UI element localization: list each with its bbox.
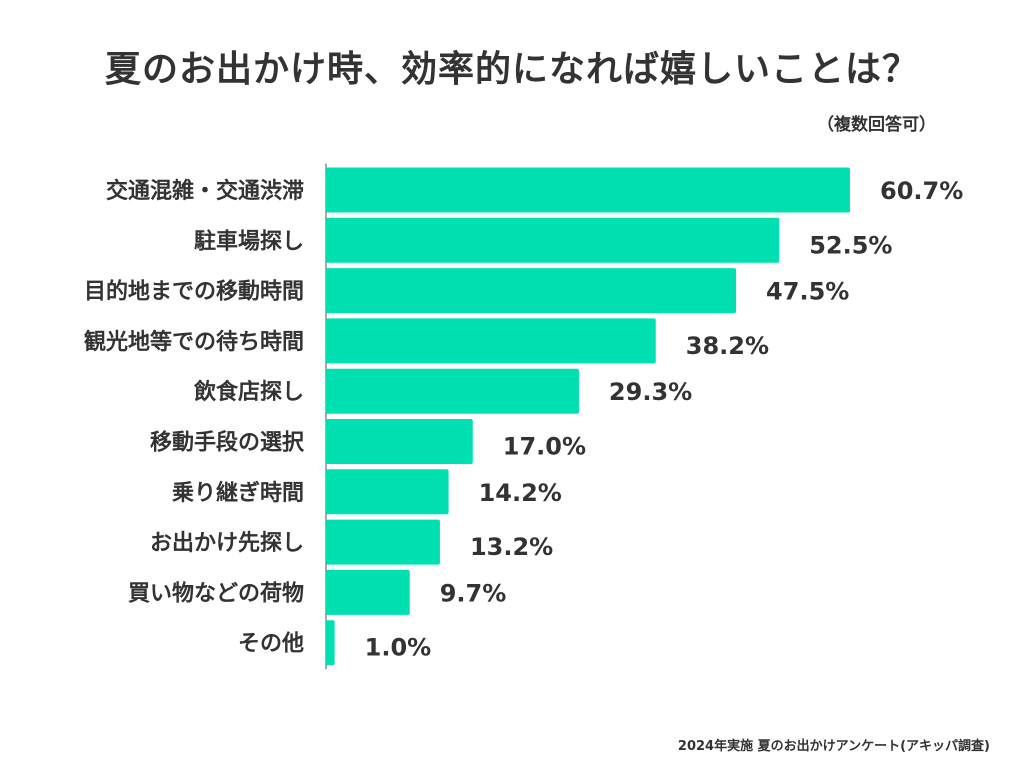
category-label: 観光地等での待ち時間 — [84, 329, 304, 355]
category-label: 買い物などの荷物 — [128, 580, 304, 606]
category-label: 目的地までの移動時間 — [84, 279, 304, 305]
bar — [326, 167, 850, 213]
bar — [326, 419, 473, 464]
value-label: 47.5% — [766, 278, 849, 306]
bar — [326, 519, 440, 565]
bar — [326, 368, 579, 414]
value-label: 1.0% — [365, 634, 432, 662]
category-label: 駐車場探し — [194, 228, 304, 254]
value-label: 14.2% — [479, 479, 562, 507]
category-label: 乗り継ぎ時間 — [172, 480, 304, 506]
value-label: 29.3% — [609, 378, 692, 406]
value-label: 13.2% — [470, 533, 553, 561]
value-label: 9.7% — [440, 579, 507, 607]
chart-title: 夏のお出かけ時、効率的になれば嬉しいことは？ — [104, 49, 919, 90]
bar — [326, 620, 335, 666]
bar — [326, 268, 737, 314]
category-label: お出かけ先探し — [150, 530, 304, 556]
chart-subtitle: （複数回答可） — [817, 115, 936, 135]
bar — [326, 318, 656, 364]
bar — [326, 469, 449, 515]
bar — [326, 569, 410, 615]
chart-footnote: 2024年実施 夏のお出かけアンケート(アキッパ調査) — [677, 739, 990, 754]
value-label: 60.7% — [880, 177, 963, 205]
category-label: 交通混雑・交通渋滞 — [106, 178, 304, 204]
bar — [326, 217, 780, 263]
value-label: 38.2% — [686, 332, 769, 360]
value-label: 52.5% — [809, 231, 892, 259]
category-label: 移動手段の選択 — [150, 430, 305, 456]
value-label: 17.0% — [503, 433, 586, 461]
category-label: 飲食店探し — [193, 379, 304, 405]
category-label: その他 — [238, 632, 304, 657]
